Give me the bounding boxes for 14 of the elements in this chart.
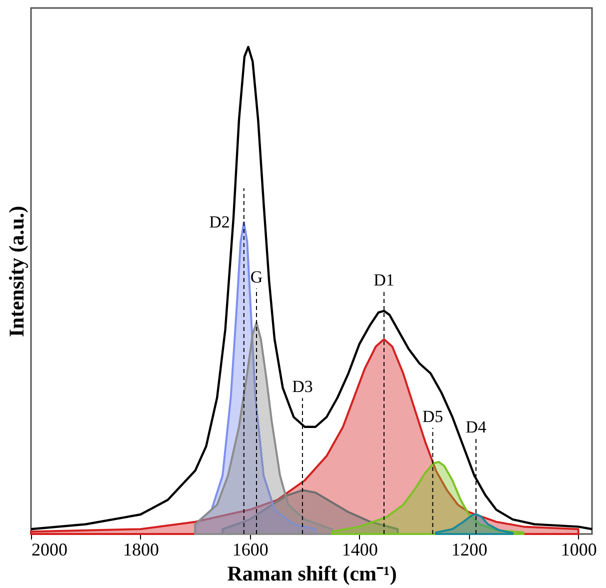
ref-line-label: D2 (209, 212, 230, 232)
ref-line-label: D5 (422, 406, 444, 426)
x-tick-label: 1400 (342, 540, 378, 560)
x-tick-label: 1000 (560, 540, 597, 560)
y-axis-title: Intensity (a.u.) (4, 206, 28, 338)
ref-line-label: D3 (292, 377, 313, 396)
x-tick-label: 1200 (451, 540, 488, 560)
ref-line-label: D1 (374, 270, 394, 290)
x-tick-label: 1600 (232, 540, 268, 560)
ref-line-label: G (250, 268, 263, 287)
x-axis-title: Raman shift (cm⁻¹) (227, 562, 397, 586)
ref-line-label: D4 (466, 418, 487, 437)
x-tick-label: 1800 (122, 540, 159, 560)
x-tick-label: 2000 (32, 540, 68, 560)
